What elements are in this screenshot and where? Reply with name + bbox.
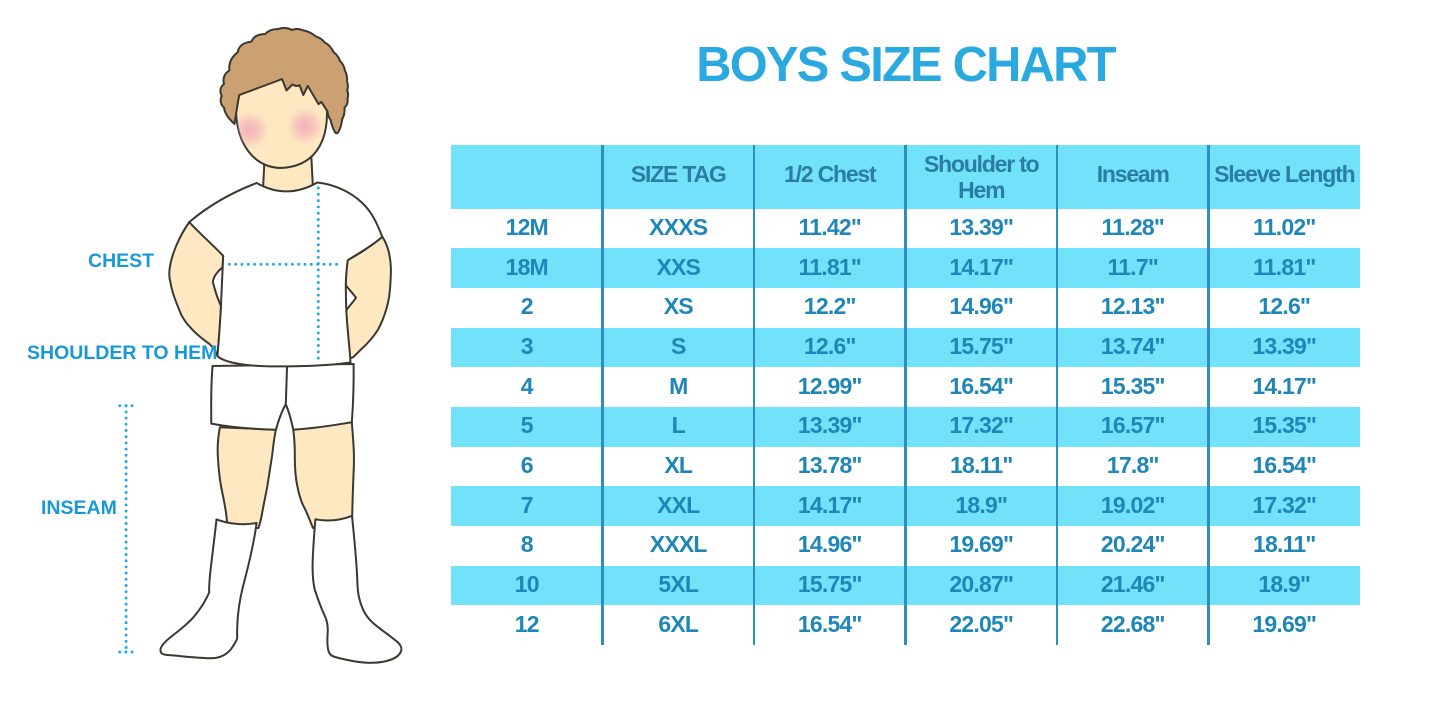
- svg-text:CHEST: CHEST: [88, 250, 154, 272]
- svg-text:SHOULDER TO HEM: SHOULDER TO HEM: [27, 342, 217, 364]
- svg-text:INSEAM: INSEAM: [41, 497, 117, 519]
